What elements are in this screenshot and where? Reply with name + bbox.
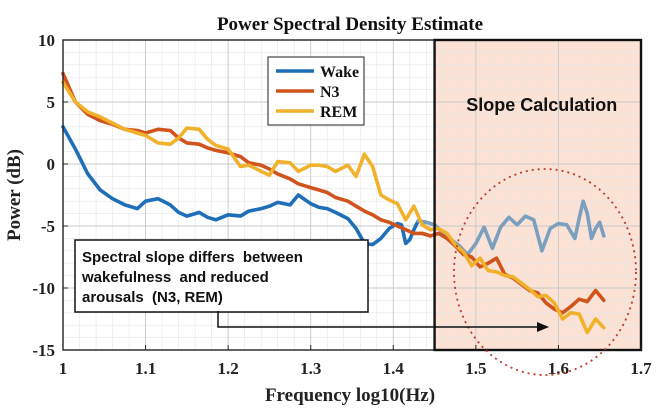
x-axis-label: Frequency log10(Hz) [265,385,435,406]
annotation-text-line: arousals (N3, REM) [82,289,223,306]
y-tick-label: 5 [47,93,56,112]
x-tick-label: 1.4 [383,359,405,378]
legend-label-wake: Wake [320,64,359,81]
annotation-box [74,239,369,313]
x-tick-label: 1.3 [300,359,321,378]
annotation-arrow-line [217,311,537,328]
series-line-rem [61,80,433,232]
series-line-n3 [61,71,433,238]
x-tick-label: 1 [59,359,68,378]
slope-highlight-ellipse [453,168,637,376]
y-tick-label: 10 [38,31,55,50]
frame-layer [62,38,643,352]
slope-region-fill [434,40,641,350]
x-tick-label: 1.6 [548,359,569,378]
y-tick-label: -15 [32,341,55,360]
legend-label-n3: N3 [320,84,340,101]
annotation-arrow-head [537,322,549,332]
x-tick-label: 1.5 [465,359,486,378]
y-tick-label: -10 [32,279,55,298]
legend-label-rem: REM [320,104,357,121]
x-tick-label: 1.1 [135,359,156,378]
y-tick-label: -5 [41,217,55,236]
slope-region-label: Slope Calculation [466,95,617,115]
series-line-wake [61,125,437,247]
y-axis-label: Power (dB) [4,149,25,241]
y-tick-label: 0 [47,155,56,174]
x-tick-label: 1.2 [218,359,239,378]
slope-region-border [433,38,643,352]
x-tick-label: 1.7 [630,359,652,378]
annotation-text-line: Spectral slope differs between [82,249,303,266]
series-layer [61,71,606,335]
chart-title: Power Spectral Density Estimate [217,14,483,35]
legend-layer: Wake N3 REM [267,56,365,126]
annotation-layer: Slope Calculation Spectral slope differs … [74,95,637,376]
series-line-rem-slope-region [420,223,606,335]
legend-box [267,56,365,126]
tick-labels-layer: 1 1.1 1.2 1.3 1.4 1.5 1.6 1.7 10 5 0 -5 -10 -15 [32,31,652,378]
annotation-text-line: wakefulness and reduced [81,269,269,286]
